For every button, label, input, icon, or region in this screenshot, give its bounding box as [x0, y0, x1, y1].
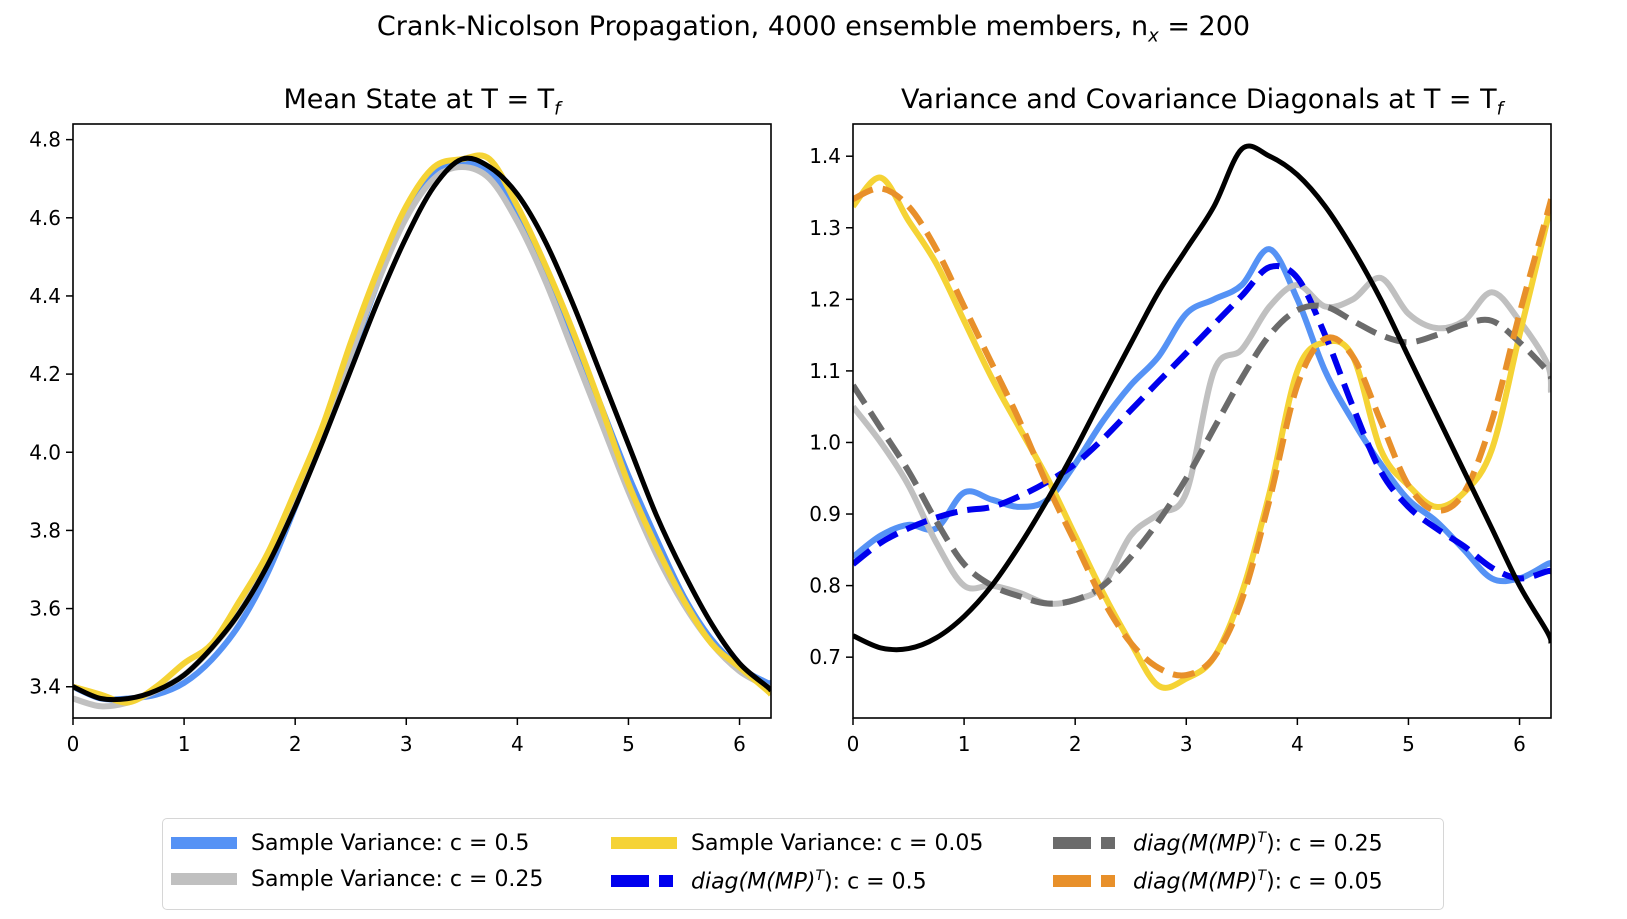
left-xtick-label: 4	[511, 732, 524, 756]
legend-swatch	[171, 873, 237, 885]
figure-suptitle: Crank-Nicolson Propagation, 4000 ensembl…	[0, 11, 1627, 46]
left-title-text: Mean State at T = T	[283, 84, 555, 115]
left-ytick-label: 3.8	[29, 518, 61, 542]
left-series-true-mean	[73, 155, 771, 703]
left-xtick-label: 1	[178, 732, 191, 756]
legend-swatch	[611, 875, 677, 887]
left-xtick-label: 6	[733, 732, 746, 756]
right-series-diag-m-mp-t-c-0-5	[853, 262, 1551, 582]
left-ytick-label: 4.8	[29, 128, 61, 152]
right-title-text: Variance and Covariance Diagonals at T =…	[901, 84, 1497, 115]
right-axes-frame	[852, 123, 1552, 719]
right-xtick-label: 2	[1069, 732, 1082, 756]
right-xtick-label: 0	[847, 732, 860, 756]
right-series-diag-m-mp-t-c-0-25	[853, 302, 1551, 607]
right-ytick-label: 0.8	[809, 574, 841, 598]
left-ytick-label: 4.0	[29, 440, 61, 464]
legend-item-sample-var-c025: Sample Variance: c = 0.25	[171, 863, 543, 895]
right-ytick-label: 1.3	[809, 216, 841, 240]
right-xtick-label: 3	[1180, 732, 1193, 756]
legend-item-sample-var-c005: Sample Variance: c = 0.05	[611, 827, 983, 859]
suptitle-subscript: x	[1148, 25, 1159, 47]
legend-item-diag-c005: diag(M(MP)T): c = 0.05	[1053, 865, 1383, 897]
legend-swatch	[611, 837, 677, 849]
right-ytick-label: 0.7	[809, 645, 841, 669]
right-ytick-label: 0.9	[809, 502, 841, 526]
left-ytick-label: 4.6	[29, 206, 61, 230]
left-series-sample-variance-c-0-5	[73, 160, 771, 703]
left-ytick-label: 3.6	[29, 597, 61, 621]
legend-label: diag(M(MP)T): c = 0.25	[1133, 829, 1383, 857]
right-xtick-label: 1	[958, 732, 971, 756]
left-title-subscript: f	[554, 98, 561, 120]
left-series-sample-variance-c-0-05	[73, 152, 771, 706]
legend-swatch	[171, 837, 237, 849]
left-ytick-label: 4.2	[29, 362, 61, 386]
legend: Sample Variance: c = 0.5 Sample Variance…	[162, 818, 1444, 910]
legend-label: diag(M(MP)T): c = 0.5	[691, 867, 927, 895]
suptitle-text: Crank-Nicolson Propagation, 4000 ensembl…	[376, 11, 1149, 42]
right-title-subscript: f	[1496, 98, 1503, 120]
left-xtick-label: 3	[400, 732, 413, 756]
right-ytick-label: 1.4	[809, 144, 841, 168]
legend-swatch	[1053, 837, 1119, 849]
legend-item-diag-c025: diag(M(MP)T): c = 0.25	[1053, 827, 1383, 859]
left-ytick-label: 4.4	[29, 284, 61, 308]
legend-swatch	[1053, 875, 1119, 887]
left-xtick-label: 5	[622, 732, 635, 756]
right-ytick-label: 1.2	[809, 287, 841, 311]
left-axes-frame	[72, 123, 772, 719]
right-xtick-label: 6	[1513, 732, 1526, 756]
right-plot-title: Variance and Covariance Diagonals at T =…	[853, 84, 1551, 119]
legend-item-sample-var-c05: Sample Variance: c = 0.5	[171, 827, 529, 859]
legend-item-diag-c05: diag(M(MP)T): c = 0.5	[611, 865, 927, 897]
legend-label: Sample Variance: c = 0.5	[251, 830, 530, 856]
left-ytick-label: 3.4	[29, 675, 61, 699]
right-ytick-label: 1.1	[809, 359, 841, 383]
left-plot-title: Mean State at T = Tf	[73, 84, 771, 119]
left-xtick-label: 0	[67, 732, 80, 756]
right-series-true-variance	[853, 143, 1551, 653]
left-series-sample-variance-c-0-25	[73, 164, 771, 710]
right-ytick-label: 1.0	[809, 430, 841, 454]
legend-label: Sample Variance: c = 0.25	[251, 866, 544, 892]
right-xtick-label: 5	[1402, 732, 1415, 756]
right-xtick-label: 4	[1291, 732, 1304, 756]
suptitle-tail: = 200	[1158, 11, 1251, 42]
legend-label: diag(M(MP)T): c = 0.05	[1133, 867, 1383, 895]
left-xtick-label: 2	[289, 732, 302, 756]
legend-label: Sample Variance: c = 0.05	[691, 830, 984, 856]
